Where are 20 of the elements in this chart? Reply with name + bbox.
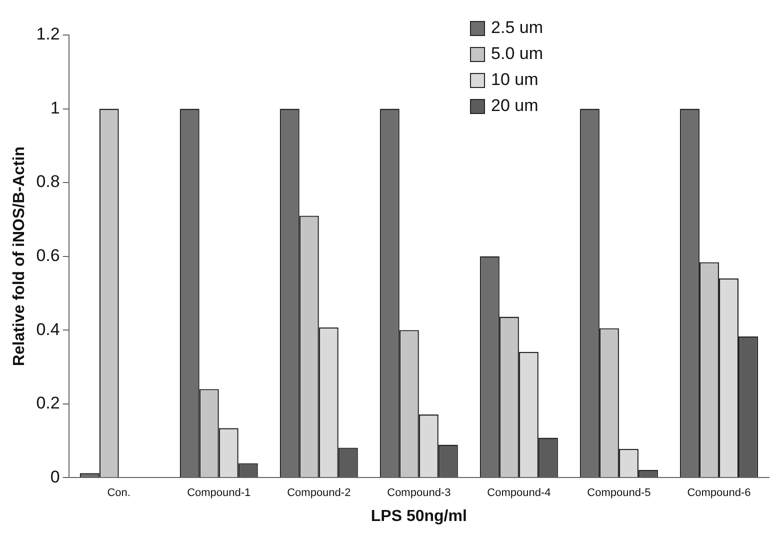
y-tick-label: 0.2 bbox=[36, 394, 60, 413]
legend-label: 5.0 um bbox=[491, 44, 543, 64]
y-tick-label: 0.4 bbox=[36, 320, 60, 339]
x-tick-label: Con. bbox=[107, 487, 130, 500]
legend-label: 20 um bbox=[491, 96, 538, 116]
x-tick-label: Compound-4 bbox=[487, 487, 551, 500]
x-tick-label: Compound-1 bbox=[187, 487, 251, 500]
legend-label: 2.5 um bbox=[491, 18, 543, 38]
x-axis-title: LPS 50ng/ml bbox=[370, 508, 467, 525]
y-tick-label: 0.6 bbox=[36, 246, 60, 265]
y-tick-label: 1 bbox=[50, 98, 60, 118]
y-tick-label: 0 bbox=[50, 467, 60, 486]
x-tick-label: Compound-5 bbox=[587, 487, 651, 500]
x-tick-label: Compound-3 bbox=[387, 487, 451, 500]
legend-label: 10 um bbox=[491, 70, 538, 90]
x-tick-label: Compound-2 bbox=[287, 487, 351, 500]
y-tick-label: 1.2 bbox=[36, 24, 60, 44]
x-tick-label: Compound-6 bbox=[687, 487, 751, 500]
y-axis-title: Relative fold of iNOS/B-Actin bbox=[11, 146, 28, 366]
y-tick-label: 0.8 bbox=[36, 172, 60, 192]
